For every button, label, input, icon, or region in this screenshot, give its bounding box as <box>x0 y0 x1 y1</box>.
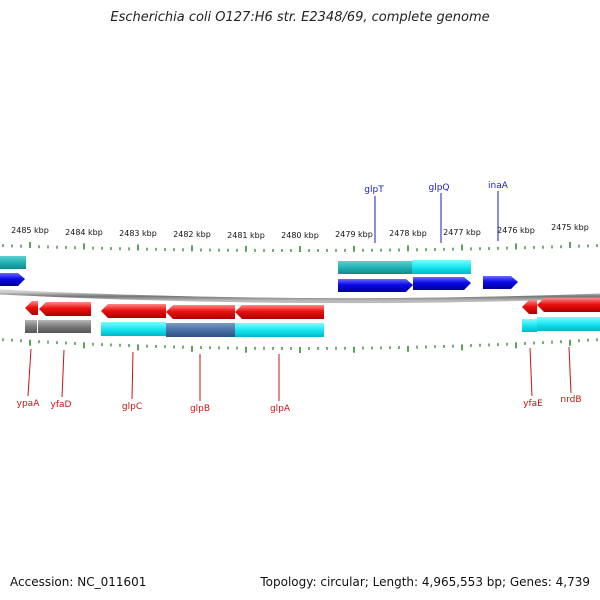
tick-row-bottom <box>2 338 598 353</box>
gene-bar-glpB[interactable] <box>166 323 235 337</box>
gene-label-yfaE[interactable]: yfaE <box>523 399 543 409</box>
tick-row-top <box>2 241 598 252</box>
gene-bar-cyan-edge[interactable] <box>0 256 26 269</box>
leader-yfaE <box>529 347 533 397</box>
gene-label-nrdB[interactable]: nrdB <box>560 395 581 405</box>
topology-text: Topology: circular; Length: 4,965,553 bp… <box>260 575 590 589</box>
gene-label-glpC[interactable]: glpC <box>122 402 142 412</box>
gene-bar-glpC[interactable] <box>101 322 166 336</box>
leader-yfaD <box>61 349 65 398</box>
kbp-scale: 2485 kbp 2484 kbp 2483 kbp 2482 kbp 2481… <box>11 223 589 240</box>
leader-nrdB <box>568 346 572 394</box>
gene-arrow-yfaE[interactable] <box>522 300 537 314</box>
gene-arrow-glpA[interactable] <box>235 305 324 319</box>
genome-backbone <box>0 289 600 304</box>
gene-arrow-glpT[interactable] <box>338 279 413 292</box>
gene-bar-yfaD[interactable] <box>38 320 91 333</box>
kbp-label: 2480 kbp <box>281 231 319 240</box>
map-title: Escherichia coli O127:H6 str. E2348/69, … <box>110 10 490 25</box>
leader-glpC <box>131 351 134 400</box>
gene-bar-teal[interactable] <box>338 261 412 274</box>
gene-bar-nrdB[interactable] <box>537 317 600 331</box>
forward-strand-genes <box>0 256 518 292</box>
accession-text: Accession: NC_011601 <box>10 575 147 589</box>
kbp-label: 2478 kbp <box>389 229 427 238</box>
gene-bar-ypaA[interactable] <box>25 320 37 333</box>
gene-bar-glpA[interactable] <box>235 323 324 337</box>
leader-ypaA <box>27 348 32 397</box>
reverse-strand-genes <box>25 298 600 337</box>
kbp-label: 2483 kbp <box>119 229 157 238</box>
kbp-label: 2476 kbp <box>497 226 535 235</box>
gene-arrow-ypaA[interactable] <box>25 301 38 315</box>
gene-arrow-glpQ[interactable] <box>413 277 471 290</box>
bottom-gene-labels: ypaA yfaD glpC glpB glpA yfaE nrdB <box>17 346 582 414</box>
top-gene-labels: glpT glpQ inaA <box>364 181 509 243</box>
gene-label-ypaA[interactable]: ypaA <box>17 399 41 409</box>
gene-arrow-glpC[interactable] <box>101 304 166 318</box>
gene-bar-cyan[interactable] <box>412 260 471 274</box>
kbp-label: 2479 kbp <box>335 230 373 239</box>
kbp-label: 2485 kbp <box>11 226 49 235</box>
gene-arrow-yfaD[interactable] <box>39 302 91 316</box>
gene-arrow-glpB[interactable] <box>166 305 235 319</box>
kbp-label: 2481 kbp <box>227 231 265 240</box>
gene-arrow-inaA[interactable] <box>483 276 518 289</box>
gene-label-glpT[interactable]: glpT <box>364 185 384 195</box>
gene-label-glpB[interactable]: glpB <box>190 404 210 414</box>
gene-label-yfaD[interactable]: yfaD <box>51 400 72 410</box>
kbp-label: 2482 kbp <box>173 230 211 239</box>
kbp-label: 2477 kbp <box>443 228 481 237</box>
gene-label-inaA[interactable]: inaA <box>488 181 509 191</box>
gene-label-glpQ[interactable]: glpQ <box>428 183 449 193</box>
kbp-label: 2475 kbp <box>551 223 589 232</box>
gene-arrow-nrdB[interactable] <box>537 298 600 312</box>
gene-arrow-edge[interactable] <box>0 273 25 286</box>
gene-label-glpA[interactable]: glpA <box>270 404 291 414</box>
kbp-label: 2484 kbp <box>65 228 103 237</box>
gene-bar-yfaE[interactable] <box>522 319 537 332</box>
